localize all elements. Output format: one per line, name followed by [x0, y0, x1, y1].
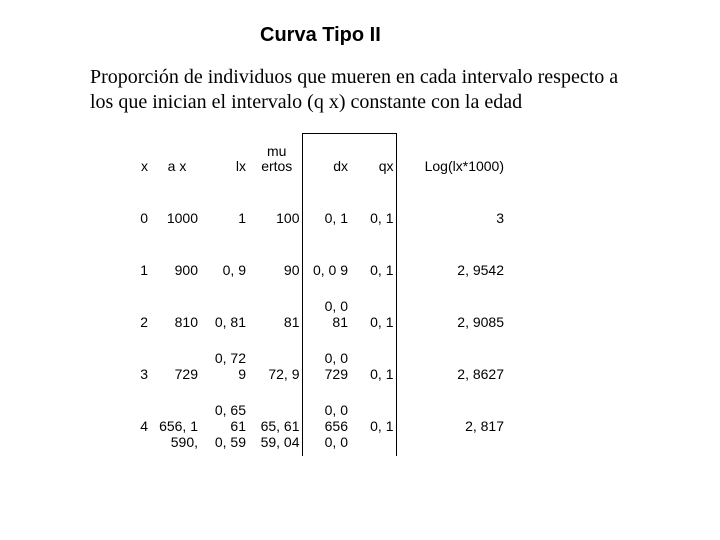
cell-lx: 1 [200, 174, 248, 226]
cell-mu: 65, 61 [248, 382, 302, 434]
cell-lx: 0, 9 [200, 226, 248, 278]
table-row: 3 729 0, 72 9 72, 9 0, 0 729 0, 1 2, 862… [110, 330, 506, 382]
col-header-lx: lx [200, 134, 248, 175]
col-header-log: Log(lx*1000) [396, 134, 506, 175]
cell-dx: 0, 0 656 [302, 382, 350, 434]
cell-ax: 900 [150, 226, 200, 278]
cell-mu: 100 [248, 174, 302, 226]
cell-x [110, 434, 150, 456]
cell-log: 2, 9542 [396, 226, 506, 278]
cell-dx: 0, 0 729 [302, 330, 350, 382]
table: x a x lx mu ertos dx qx Log(lx*1000) 0 1… [110, 133, 506, 456]
cell-ax: 590, [150, 434, 200, 456]
cell-mu: 90 [248, 226, 302, 278]
cell-x: 1 [110, 226, 150, 278]
cell-qx: 0, 1 [350, 174, 396, 226]
cell-qx: 0, 1 [350, 382, 396, 434]
table-row: 4 656, 1 0, 65 61 65, 61 0, 0 656 0, 1 2… [110, 382, 506, 434]
col-header-qx: qx [350, 134, 396, 175]
cell-log [396, 434, 506, 456]
cell-x: 4 [110, 382, 150, 434]
cell-lx: 0, 65 61 [200, 382, 248, 434]
cell-log: 3 [396, 174, 506, 226]
cell-mu: 81 [248, 278, 302, 330]
cell-log: 2, 9085 [396, 278, 506, 330]
cell-qx: 0, 1 [350, 226, 396, 278]
description-text: Proporción de individuos que mueren en c… [0, 47, 720, 115]
cell-x: 2 [110, 278, 150, 330]
cell-dx: 0, 0 81 [302, 278, 350, 330]
table-row: 0 1000 1 100 0, 1 0, 1 3 [110, 174, 506, 226]
cell-qx: 0, 1 [350, 278, 396, 330]
table-row-partial: 590, 0, 59 59, 04 0, 0 [110, 434, 506, 456]
cell-ax: 729 [150, 330, 200, 382]
cell-lx: 0, 59 [200, 434, 248, 456]
table-row: 2 810 0, 81 81 0, 0 81 0, 1 2, 9085 [110, 278, 506, 330]
cell-lx: 0, 81 [200, 278, 248, 330]
cell-mu: 72, 9 [248, 330, 302, 382]
cell-dx: 0, 0 [302, 434, 350, 456]
cell-dx: 0, 1 [302, 174, 350, 226]
col-header-ax: a x [150, 134, 200, 175]
cell-ax: 1000 [150, 174, 200, 226]
cell-qx: 0, 1 [350, 330, 396, 382]
cell-lx: 0, 72 9 [200, 330, 248, 382]
col-header-mu: mu ertos [248, 134, 302, 175]
cell-ax: 656, 1 [150, 382, 200, 434]
cell-qx [350, 434, 396, 456]
col-header-x: x [110, 134, 150, 175]
col-header-dx: dx [302, 134, 350, 175]
cell-x: 0 [110, 174, 150, 226]
table-header-row: x a x lx mu ertos dx qx Log(lx*1000) [110, 134, 506, 175]
page-title: Curva Tipo II [0, 0, 720, 47]
life-table: x a x lx mu ertos dx qx Log(lx*1000) 0 1… [0, 115, 720, 456]
cell-dx: 0, 0 9 [302, 226, 350, 278]
page: Curva Tipo II Proporción de individuos q… [0, 0, 720, 540]
cell-log: 2, 8627 [396, 330, 506, 382]
cell-mu: 59, 04 [248, 434, 302, 456]
cell-x: 3 [110, 330, 150, 382]
cell-log: 2, 817 [396, 382, 506, 434]
table-row: 1 900 0, 9 90 0, 0 9 0, 1 2, 9542 [110, 226, 506, 278]
cell-ax: 810 [150, 278, 200, 330]
